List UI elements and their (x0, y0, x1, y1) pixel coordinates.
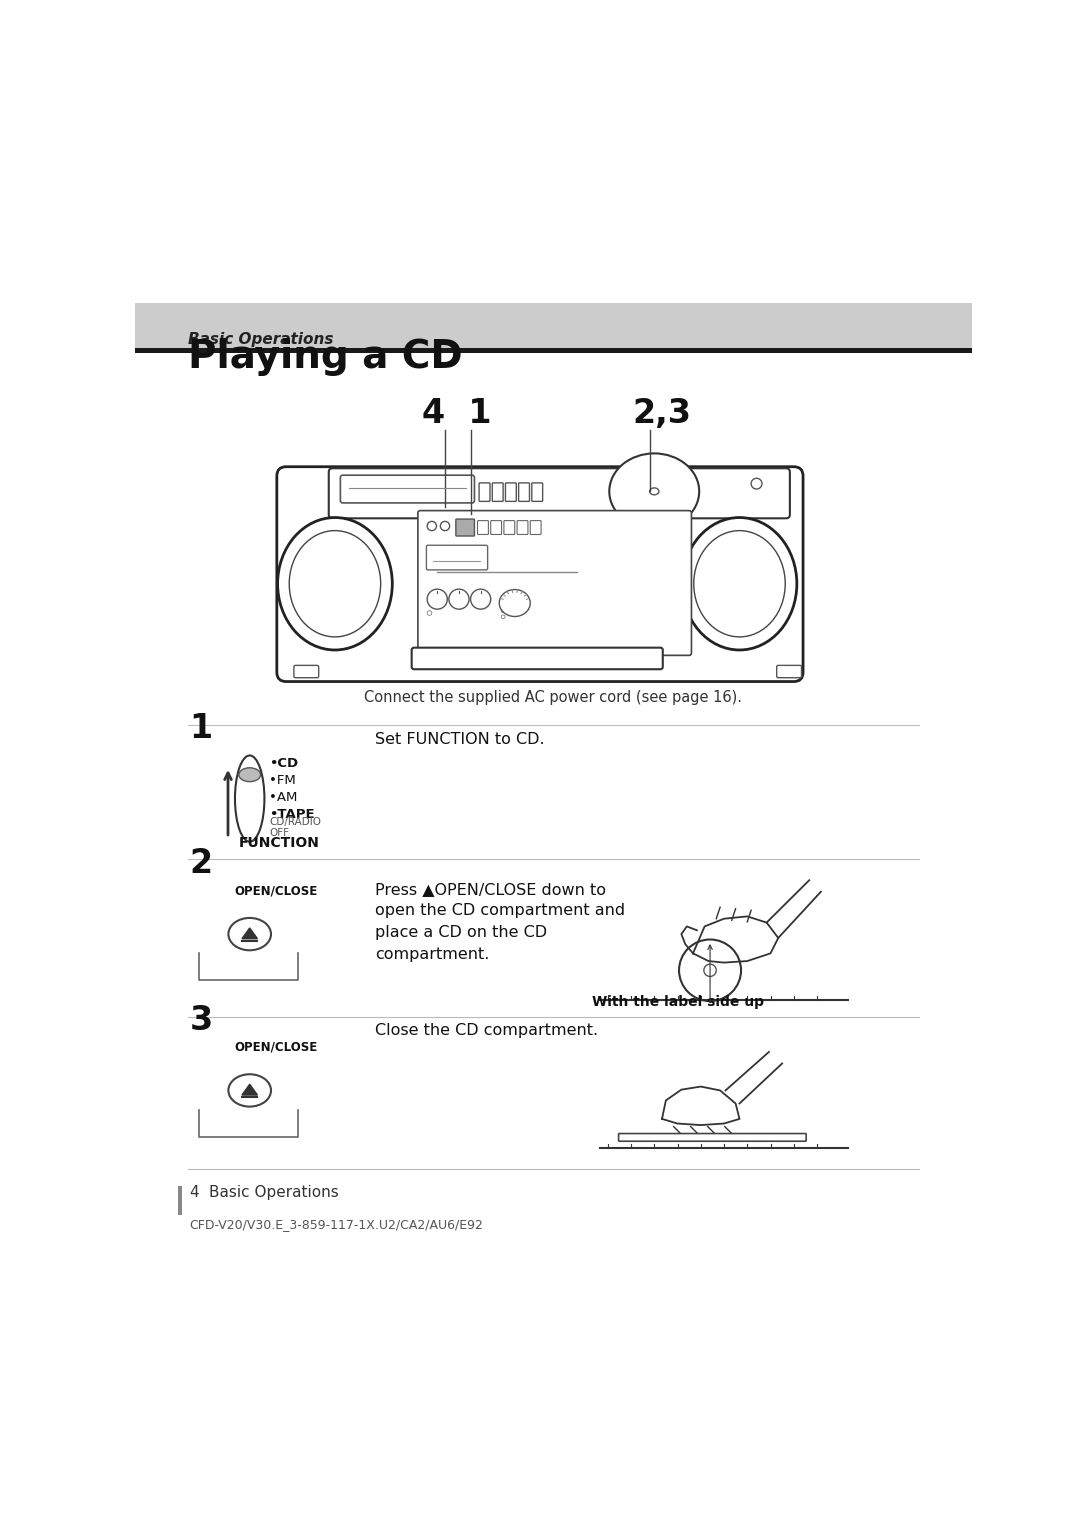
FancyBboxPatch shape (777, 665, 801, 678)
FancyBboxPatch shape (411, 648, 663, 669)
Text: Connect the supplied AC power cord (see page 16).: Connect the supplied AC power cord (see … (365, 691, 743, 706)
Polygon shape (242, 1085, 257, 1096)
FancyBboxPatch shape (294, 665, 319, 678)
Text: Basic Operations: Basic Operations (210, 1184, 339, 1199)
FancyBboxPatch shape (530, 521, 541, 535)
Circle shape (441, 521, 449, 530)
Circle shape (428, 590, 447, 610)
Text: OPEN/CLOSE: OPEN/CLOSE (234, 1041, 318, 1053)
Ellipse shape (289, 530, 380, 637)
FancyBboxPatch shape (518, 483, 529, 501)
Bar (135, 303, 972, 353)
Text: 4  1: 4 1 (422, 397, 491, 429)
Ellipse shape (609, 454, 699, 529)
Text: •TAPE: •TAPE (269, 808, 314, 821)
Text: Close the CD compartment.: Close the CD compartment. (375, 1024, 598, 1038)
Circle shape (428, 611, 432, 616)
FancyBboxPatch shape (492, 483, 503, 501)
Text: •CD: •CD (269, 756, 298, 770)
Circle shape (428, 521, 436, 530)
Circle shape (751, 478, 762, 489)
Ellipse shape (228, 1074, 271, 1106)
FancyBboxPatch shape (456, 520, 474, 536)
Ellipse shape (499, 590, 530, 616)
FancyBboxPatch shape (328, 468, 789, 518)
Ellipse shape (239, 767, 260, 782)
FancyBboxPatch shape (505, 483, 516, 501)
Ellipse shape (649, 487, 659, 495)
Text: •FM: •FM (269, 775, 296, 787)
FancyBboxPatch shape (340, 475, 474, 503)
Text: Set FUNCTION to CD.: Set FUNCTION to CD. (375, 732, 545, 747)
FancyBboxPatch shape (504, 521, 515, 535)
Text: 2: 2 (189, 847, 213, 880)
Circle shape (501, 614, 505, 619)
Ellipse shape (693, 530, 785, 637)
FancyBboxPatch shape (276, 466, 804, 681)
Circle shape (704, 964, 716, 976)
Circle shape (471, 590, 490, 610)
FancyBboxPatch shape (490, 521, 501, 535)
Text: FUNCTION: FUNCTION (239, 836, 320, 850)
Text: Press ▲OPEN/CLOSE down to
open the CD compartment and
place a CD on the CD
compa: Press ▲OPEN/CLOSE down to open the CD co… (375, 882, 625, 961)
Text: 1: 1 (189, 712, 213, 746)
Text: •AM: •AM (269, 792, 297, 804)
Bar (178, 1186, 181, 1215)
Bar (135, 348, 972, 353)
Circle shape (449, 590, 469, 610)
Text: Playing a CD: Playing a CD (188, 338, 462, 376)
Text: CFD-V20/V30.E_3-859-117-1X.U2/CA2/AU6/E92: CFD-V20/V30.E_3-859-117-1X.U2/CA2/AU6/E9… (189, 1218, 483, 1230)
Text: 3: 3 (189, 1004, 213, 1036)
FancyBboxPatch shape (517, 521, 528, 535)
Ellipse shape (228, 918, 271, 950)
Ellipse shape (235, 755, 265, 842)
FancyBboxPatch shape (418, 510, 691, 656)
Text: 2,3: 2,3 (633, 397, 691, 429)
FancyBboxPatch shape (531, 483, 542, 501)
Text: CD/RADIO
OFF: CD/RADIO OFF (269, 817, 321, 837)
FancyBboxPatch shape (480, 483, 490, 501)
Ellipse shape (679, 940, 741, 1001)
FancyBboxPatch shape (477, 521, 488, 535)
Text: With the label side up: With the label side up (592, 995, 764, 1008)
Polygon shape (242, 927, 257, 938)
FancyBboxPatch shape (427, 545, 488, 570)
Text: Basic Operations: Basic Operations (188, 332, 334, 347)
Ellipse shape (683, 518, 797, 649)
FancyBboxPatch shape (619, 1134, 806, 1141)
Ellipse shape (278, 518, 392, 649)
Text: OPEN/CLOSE: OPEN/CLOSE (234, 885, 318, 897)
Text: 4: 4 (189, 1184, 199, 1199)
Circle shape (501, 608, 505, 613)
